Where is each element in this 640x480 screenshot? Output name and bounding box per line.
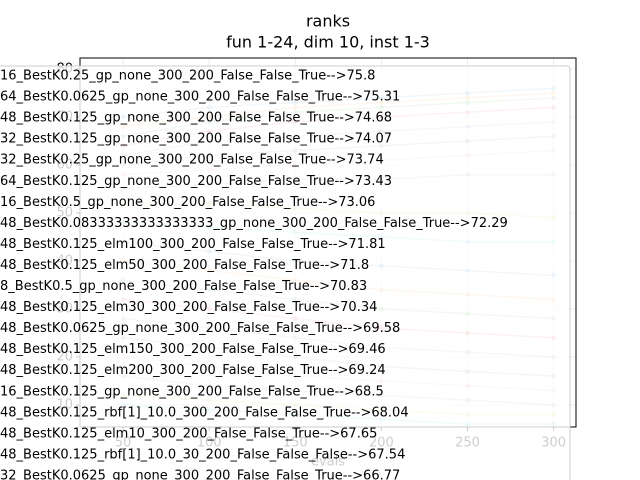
legend-entry: 32_BestK0.125_gp_none_300_200_False_Fals… <box>0 132 392 147</box>
legend-entry: 16_BestK0.25_gp_none_300_200_False_False… <box>0 69 375 84</box>
legend: 16_BestK0.25_gp_none_300_200_False_False… <box>0 65 571 480</box>
legend-box <box>0 65 571 480</box>
legend-entry: 48_BestK0.125_elm10_300_200_False_False_… <box>0 426 377 441</box>
legend-entry: 8_BestK0.5_gp_none_300_200_False_False_T… <box>0 279 367 294</box>
legend-entry: 48_BestK0.125_elm200_300_200_False_False… <box>0 363 386 378</box>
legend-entry: 48_BestK0.125_elm50_300_200_False_False_… <box>0 258 369 273</box>
legend-entry: 48_BestK0.125_gp_none_300_200_False_Fals… <box>0 111 392 126</box>
legend-entry: 16_BestK0.5_gp_none_300_200_False_False_… <box>0 195 375 210</box>
legend-entry: 64_BestK0.0625_gp_none_300_200_False_Fal… <box>0 90 400 105</box>
chart-subtitle: fun 1-24, dim 10, inst 1-3 <box>226 33 430 52</box>
legend-entry: 48_BestK0.125_elm100_300_200_False_False… <box>0 237 386 252</box>
legend-entry: 16_BestK0.125_gp_none_300_200_False_Fals… <box>0 384 384 399</box>
legend-entry: 48_BestK0.0625_gp_none_300_200_False_Fal… <box>0 321 400 336</box>
legend-entry: 64_BestK0.125_gp_none_300_200_False_Fals… <box>0 174 392 189</box>
legend-entry: 48_BestK0.125_rbf[1]_10.0_30_200_False_F… <box>0 447 405 462</box>
legend-entry: 48_BestK0.08333333333333333_gp_none_300_… <box>0 216 508 231</box>
legend-entry: 32_BestK0.0625_gp_none_300_200_False_Fal… <box>0 468 400 480</box>
legend-entry: 48_BestK0.125_elm30_300_200_False_False_… <box>0 300 377 315</box>
legend-entry: 48_BestK0.125_elm150_300_200_False_False… <box>0 342 386 357</box>
legend-entry: 48_BestK0.125_rbf[1]_10.0_300_200_False_… <box>0 405 409 420</box>
legend-entry: 32_BestK0.25_gp_none_300_200_False_False… <box>0 153 384 168</box>
chart-title: ranks <box>306 12 350 31</box>
